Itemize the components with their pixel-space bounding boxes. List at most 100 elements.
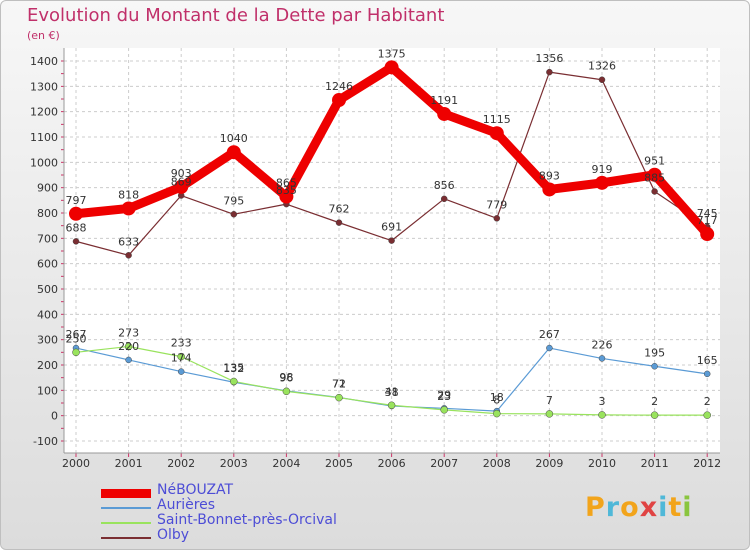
data-point bbox=[440, 406, 448, 414]
x-tick-label: 2012 bbox=[693, 457, 721, 470]
data-label: 3 bbox=[599, 395, 606, 408]
data-point bbox=[125, 356, 132, 364]
x-tick-label: 2010 bbox=[588, 457, 616, 470]
data-label: 23 bbox=[437, 390, 451, 403]
data-label: 135 bbox=[223, 361, 244, 374]
data-label: 688 bbox=[66, 221, 87, 234]
y-tick-label: 800 bbox=[37, 207, 58, 220]
data-point bbox=[598, 76, 606, 83]
data-point bbox=[230, 211, 238, 218]
data-point bbox=[546, 344, 553, 352]
data-label: 1191 bbox=[430, 94, 458, 107]
data-label: 71 bbox=[332, 378, 346, 391]
data-label: 18 bbox=[490, 391, 504, 404]
data-label: 779 bbox=[486, 198, 507, 211]
data-label: 1246 bbox=[325, 80, 353, 93]
data-label: 233 bbox=[171, 337, 192, 350]
data-point bbox=[125, 252, 132, 259]
data-point bbox=[647, 167, 662, 182]
data-point bbox=[440, 195, 448, 203]
y-tick-label: 900 bbox=[37, 182, 58, 195]
data-point bbox=[598, 355, 606, 362]
data-label: 29 bbox=[437, 388, 451, 401]
x-tick-label: 2000 bbox=[62, 457, 90, 470]
data-label: 226 bbox=[592, 338, 613, 351]
y-tick-label: 1300 bbox=[30, 80, 58, 93]
data-point bbox=[651, 363, 658, 370]
legend-item: Olby bbox=[101, 527, 401, 545]
data-label: 2 bbox=[704, 395, 711, 408]
data-label: 795 bbox=[223, 194, 244, 207]
data-label: 1040 bbox=[220, 132, 248, 145]
data-point bbox=[651, 188, 658, 195]
data-point bbox=[703, 370, 711, 378]
data-point bbox=[282, 387, 291, 396]
y-tick-label: 1000 bbox=[30, 156, 58, 169]
y-tick-label: 100 bbox=[37, 384, 58, 397]
data-label: 1356 bbox=[535, 52, 563, 65]
legend-label: NéBOUZAT bbox=[157, 482, 234, 498]
data-label: 2 bbox=[651, 395, 658, 408]
x-tick-label: 2001 bbox=[115, 457, 143, 470]
y-tick-label: 700 bbox=[37, 232, 58, 245]
data-label: 1375 bbox=[378, 47, 406, 60]
y-tick-label: 1400 bbox=[30, 55, 58, 68]
legend-item: Aurières bbox=[101, 497, 401, 515]
x-tick-label: 2003 bbox=[220, 457, 248, 470]
proxiti-logo: Proxiti bbox=[585, 492, 693, 523]
legend-item: Saint-Bonnet-près-Orcival bbox=[101, 512, 401, 530]
data-label: 869 bbox=[171, 176, 192, 189]
y-tick-label: 1200 bbox=[30, 106, 58, 119]
data-label: 691 bbox=[381, 221, 402, 234]
legend-swatch bbox=[101, 488, 151, 498]
logo-letter: x bbox=[639, 492, 659, 523]
data-label: 951 bbox=[644, 155, 665, 168]
logo-letter: P bbox=[585, 492, 606, 523]
data-label: 96 bbox=[279, 371, 293, 384]
y-tick-label: 400 bbox=[37, 308, 58, 321]
data-point bbox=[542, 182, 557, 197]
data-label: 865 bbox=[276, 177, 297, 190]
logo-letter: i bbox=[682, 492, 693, 523]
data-label: 1326 bbox=[588, 60, 616, 73]
x-tick-label: 2006 bbox=[378, 457, 406, 470]
data-point bbox=[598, 411, 606, 419]
data-label: 250 bbox=[66, 332, 87, 345]
data-label: 72 bbox=[332, 377, 346, 390]
y-tick-label: 1100 bbox=[30, 131, 58, 144]
legend-label: Saint-Bonnet-près-Orcival bbox=[157, 512, 337, 528]
data-point bbox=[493, 409, 501, 418]
y-tick-label: 500 bbox=[37, 283, 58, 296]
data-point bbox=[72, 238, 80, 245]
data-point bbox=[384, 60, 399, 75]
x-tick-label: 2011 bbox=[641, 457, 669, 470]
x-tick-label: 2007 bbox=[430, 457, 458, 470]
data-label: 762 bbox=[329, 203, 350, 216]
data-label: 38 bbox=[385, 386, 399, 399]
data-point bbox=[177, 368, 185, 375]
data-label: 267 bbox=[539, 328, 560, 341]
data-point bbox=[335, 219, 343, 226]
data-label: 98 bbox=[279, 371, 293, 384]
data-label: 835 bbox=[276, 184, 297, 197]
data-label: 903 bbox=[171, 167, 192, 180]
data-label: 132 bbox=[223, 362, 244, 375]
data-label: 174 bbox=[171, 352, 192, 365]
y-tick-label: 600 bbox=[37, 258, 58, 271]
data-point bbox=[174, 179, 189, 194]
data-point bbox=[226, 145, 241, 160]
data-label: 717 bbox=[697, 214, 718, 227]
chart-title: Evolution du Montant de la Dette par Hab… bbox=[27, 5, 445, 26]
data-point bbox=[387, 401, 396, 410]
logo-letter: o bbox=[620, 492, 640, 523]
data-point bbox=[332, 93, 346, 108]
data-label: 1115 bbox=[483, 113, 511, 126]
legend-swatch bbox=[101, 537, 151, 539]
data-point bbox=[69, 206, 83, 221]
data-label: 797 bbox=[66, 194, 87, 207]
x-tick-label: 2009 bbox=[535, 457, 563, 470]
logo-letter: r bbox=[605, 492, 621, 523]
data-label: 745 bbox=[697, 207, 718, 220]
data-point bbox=[230, 377, 238, 386]
